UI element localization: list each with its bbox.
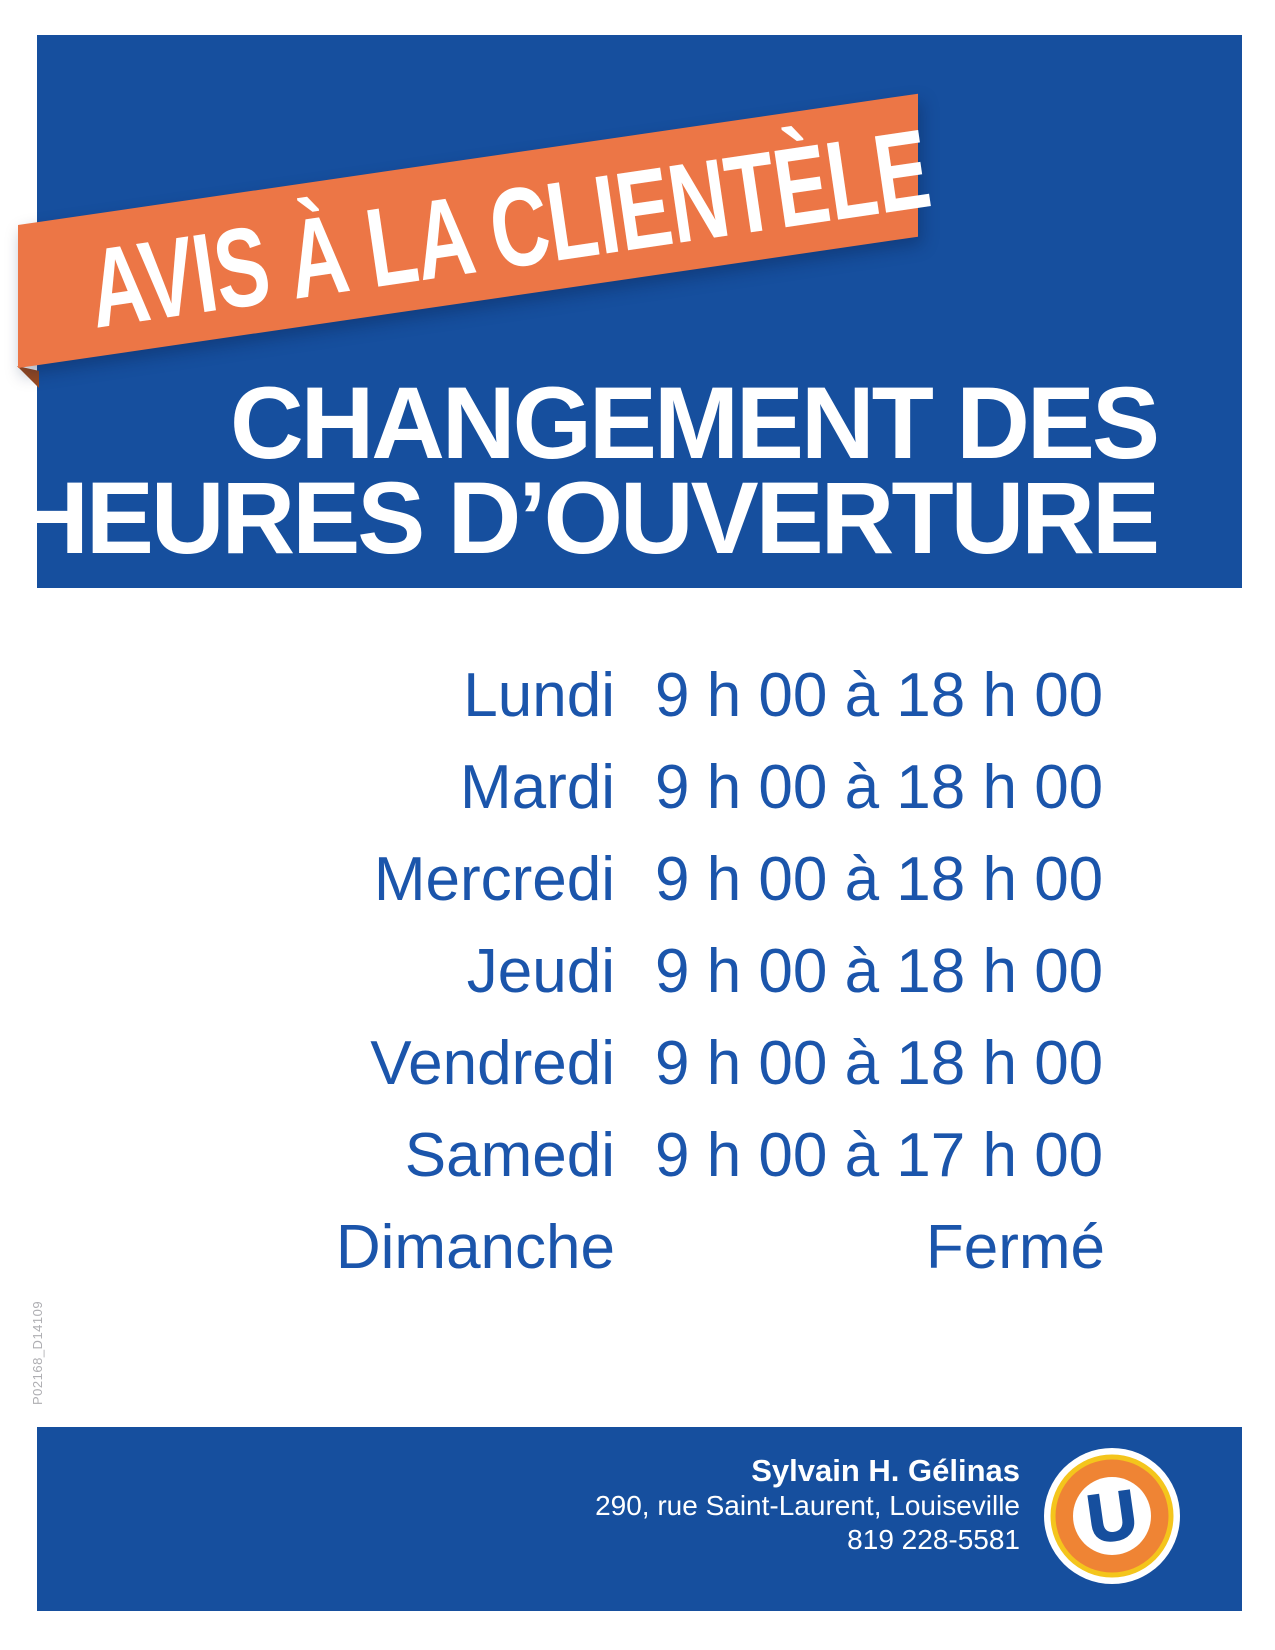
time-value: 9 h 00 à 18 h 00: [655, 752, 1104, 822]
production-code: P02168_D14109: [30, 1300, 45, 1405]
hours-row-friday: Vendredi 9 h 00 à 18 h 00: [37, 1017, 1105, 1109]
page-title-line2: HEURES D’OUVERTURE: [15, 461, 1160, 575]
page-title-line1: CHANGEMENT DES: [229, 366, 1160, 480]
hours-row-monday: Lundi 9 h 00 à 18 h 00: [37, 649, 1105, 741]
owner-name: Sylvain H. Gélinas: [751, 1453, 1020, 1488]
contact-block: Sylvain H. Gélinas 290, rue Saint-Lauren…: [595, 1453, 1020, 1557]
uniprix-logo-icon: U: [1044, 1448, 1180, 1584]
time-value: 9 h 00 à 18 h 00: [655, 936, 1104, 1006]
footer-panel: Sylvain H. Gélinas 290, rue Saint-Lauren…: [37, 1427, 1242, 1611]
opening-hours-list: Lundi 9 h 00 à 18 h 00 Mardi 9 h 00 à 18…: [37, 649, 1105, 1293]
day-label: Mardi: [459, 752, 615, 822]
page-title: CHANGEMENT DES HEURES D’OUVERTURE: [15, 366, 1160, 575]
day-label: Mercredi: [373, 844, 615, 914]
day-label: Vendredi: [370, 1028, 615, 1098]
hours-row-tuesday: Mardi 9 h 00 à 18 h 00: [37, 741, 1105, 833]
time-value: 9 h 00 à 18 h 00: [655, 844, 1104, 914]
store-phone: 819 228-5581: [847, 1524, 1020, 1555]
day-label: Samedi: [404, 1120, 615, 1190]
hours-row-sunday: Dimanche Fermé: [37, 1201, 1105, 1293]
store-address: 290, rue Saint-Laurent, Louiseville: [595, 1490, 1020, 1521]
logo-letter: U: [1083, 1476, 1142, 1558]
day-label: Jeudi: [466, 936, 615, 1006]
hours-row-saturday: Samedi 9 h 00 à 17 h 00: [37, 1109, 1105, 1201]
time-value: 9 h 00 à 18 h 00: [655, 660, 1104, 730]
day-label: Dimanche: [335, 1212, 615, 1282]
hours-row-thursday: Jeudi 9 h 00 à 18 h 00: [37, 925, 1105, 1017]
logo-inner-white-circle: [1073, 1477, 1151, 1555]
day-label: Lundi: [463, 660, 615, 730]
time-value: 9 h 00 à 18 h 00: [655, 1028, 1104, 1098]
closed-status: Fermé: [925, 1212, 1105, 1282]
hours-row-wednesday: Mercredi 9 h 00 à 18 h 00: [37, 833, 1105, 925]
time-value: 9 h 00 à 17 h 00: [655, 1120, 1104, 1190]
